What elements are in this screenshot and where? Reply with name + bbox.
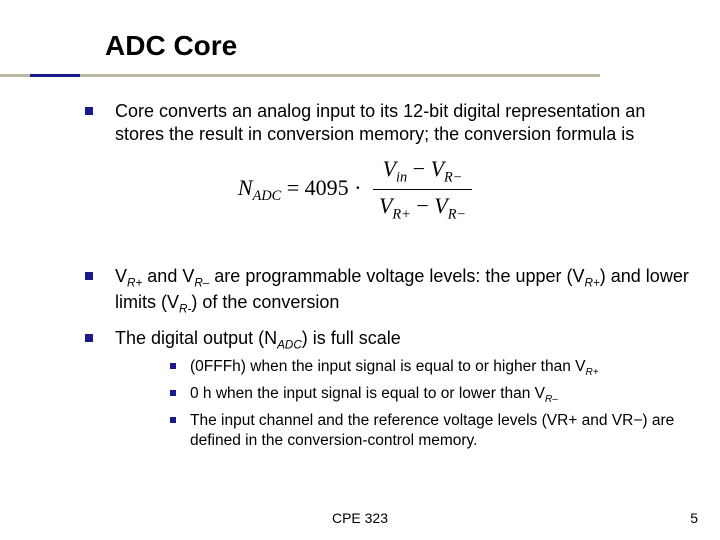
sub-bullet-3: The input channel and the reference volt…: [170, 411, 695, 453]
footer-page-number: 5: [690, 510, 698, 526]
den-v1: V: [379, 193, 392, 218]
b2-sub3: R+: [585, 276, 600, 289]
bullet-1-text: Core converts an analog input to its 12-…: [115, 101, 645, 144]
title-rule: [0, 74, 720, 77]
formula-denominator: VR+ − VR−: [373, 190, 472, 224]
den-s1: R+: [392, 207, 410, 223]
formula-eq: =: [281, 175, 304, 200]
bullet-2: VR+ and VR– are programmable voltage lev…: [85, 265, 695, 317]
formula: NADC = 4095 · Vin − VR− VR+ − VR−: [145, 155, 565, 225]
b2-mid2: are programmable voltage levels: the upp…: [209, 266, 584, 286]
num-s1: in: [396, 169, 407, 185]
slide: ADC Core Core converts an analog input t…: [0, 0, 720, 540]
sub2-sub: R–: [545, 394, 558, 405]
formula-coef: 4095: [305, 175, 349, 200]
formula-fraction: Vin − VR− VR+ − VR−: [373, 155, 472, 225]
den-minus: −: [411, 193, 434, 218]
b3-end: ) is full scale: [302, 328, 401, 348]
sub1-sub: R+: [585, 367, 598, 378]
num-v2: V: [431, 156, 444, 181]
b2-pre: V: [115, 266, 127, 286]
footer-course: CPE 323: [0, 510, 720, 526]
b2-sub1: R+: [127, 276, 142, 289]
formula-numerator: Vin − VR−: [373, 155, 472, 190]
num-minus: −: [407, 156, 430, 181]
b3-pre: The digital output (N: [115, 328, 277, 348]
b2-end: ) of the conversion: [191, 292, 339, 312]
den-v2: V: [434, 193, 447, 218]
num-s2: R−: [444, 169, 462, 185]
slide-title: ADC Core: [105, 30, 237, 62]
sub3-text: The input channel and the reference volt…: [190, 412, 674, 450]
b2-sub4: R-: [179, 302, 191, 315]
sub1-pre: (0FFFh) when the input signal is equal t…: [190, 358, 585, 375]
rule-accent: [30, 74, 80, 77]
sub-bullet-list: (0FFFh) when the input signal is equal t…: [170, 357, 695, 452]
den-s2: R−: [448, 207, 466, 223]
sub-bullet-2: 0 h when the input signal is equal to or…: [170, 384, 695, 407]
b2-mid1: and V: [142, 266, 194, 286]
sub2-pre: 0 h when the input signal is equal to or…: [190, 385, 545, 402]
b2-sub2: R–: [194, 276, 209, 289]
formula-lhs-N: N: [238, 175, 253, 200]
bullet-3: The digital output (NADC) is full scale …: [85, 327, 695, 452]
content-area: Core converts an analog input to its 12-…: [85, 100, 695, 462]
formula-dot: ·: [349, 175, 367, 200]
formula-lhs-sub: ADC: [253, 188, 282, 204]
num-v1: V: [383, 156, 396, 181]
bullet-1: Core converts an analog input to its 12-…: [85, 100, 695, 225]
b3-sub: ADC: [277, 339, 302, 352]
rule-long: [0, 74, 600, 77]
sub-bullet-1: (0FFFh) when the input signal is equal t…: [170, 357, 695, 380]
